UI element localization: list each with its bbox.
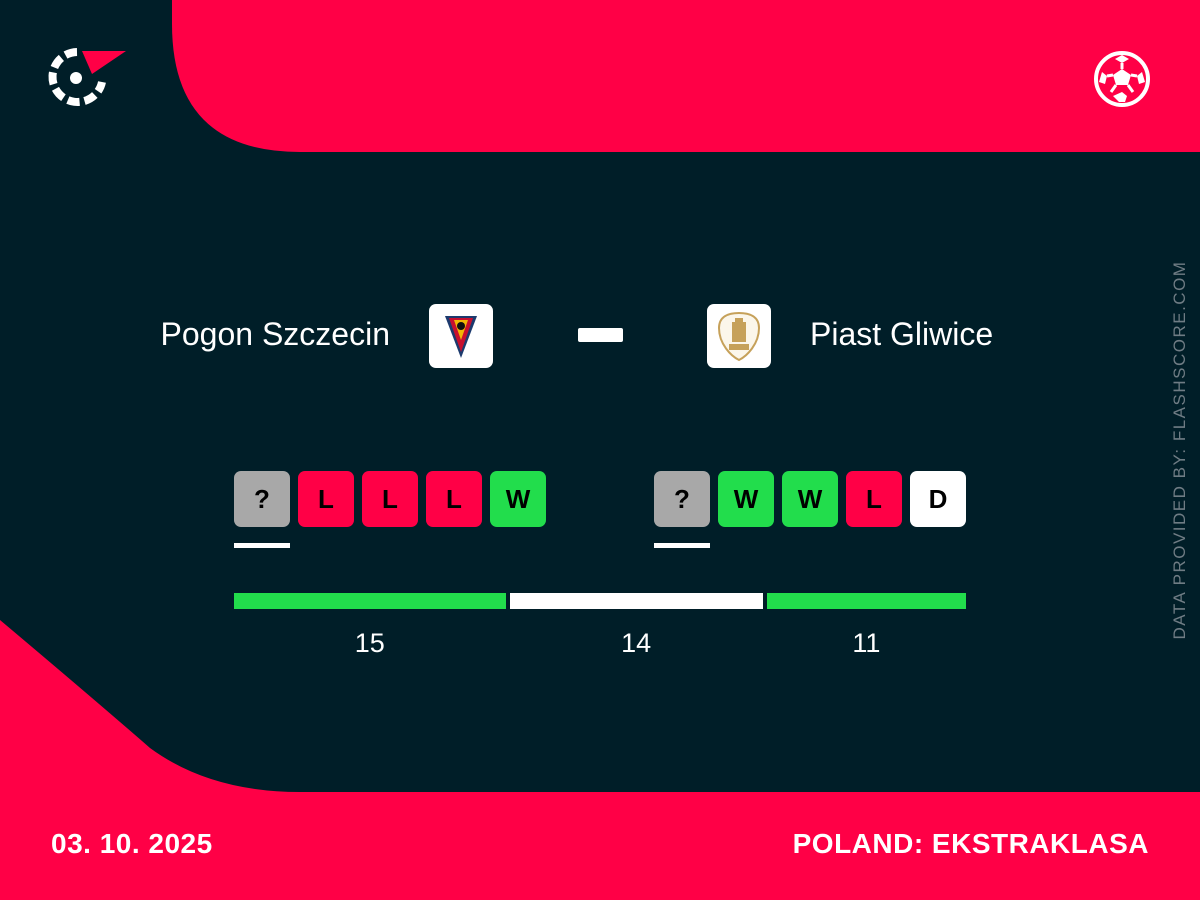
league-name: POLAND: EKSTRAKLASA <box>792 828 1149 859</box>
away-form-result: W <box>718 471 774 527</box>
away-form-result: D <box>910 471 966 527</box>
footer-band <box>0 792 1200 900</box>
away-form-row: ? W W L D <box>654 471 966 527</box>
away-team-crest-icon <box>707 304 771 368</box>
bottom-left-accent-shape <box>0 620 300 792</box>
away-team-name: Piast Gliwice <box>810 316 994 352</box>
away-next-match-underline <box>654 543 710 548</box>
h2h-draws-bar <box>509 593 763 609</box>
home-team-name: Pogon Szczecin <box>160 316 390 352</box>
data-attribution: DATA PROVIDED BY: FLASHSCORE.COM <box>1170 260 1189 640</box>
home-form-result: L <box>426 471 482 527</box>
away-form-result: L <box>846 471 902 527</box>
flashscore-logo-icon <box>48 48 128 108</box>
home-team-crest-icon <box>429 304 493 368</box>
soccer-ball-icon <box>1093 50 1151 108</box>
h2h-home-wins-bar <box>234 593 506 609</box>
away-form-result: W <box>782 471 838 527</box>
home-form-row: ? L L L W <box>234 471 546 527</box>
match-separator <box>578 328 623 342</box>
h2h-away-wins-count: 11 <box>852 628 881 658</box>
h2h-draws-count: 14 <box>621 628 652 658</box>
home-form-result: L <box>362 471 418 527</box>
top-accent-shape <box>172 0 1200 152</box>
home-next-match-underline <box>234 543 290 548</box>
h2h-away-wins-bar <box>766 593 966 609</box>
home-form-result: W <box>490 471 546 527</box>
h2h-home-wins-count: 15 <box>354 628 385 658</box>
match-date: 03. 10. 2025 <box>51 828 213 859</box>
home-form-result: L <box>298 471 354 527</box>
home-form-result: ? <box>234 471 290 527</box>
away-form-result: ? <box>654 471 710 527</box>
